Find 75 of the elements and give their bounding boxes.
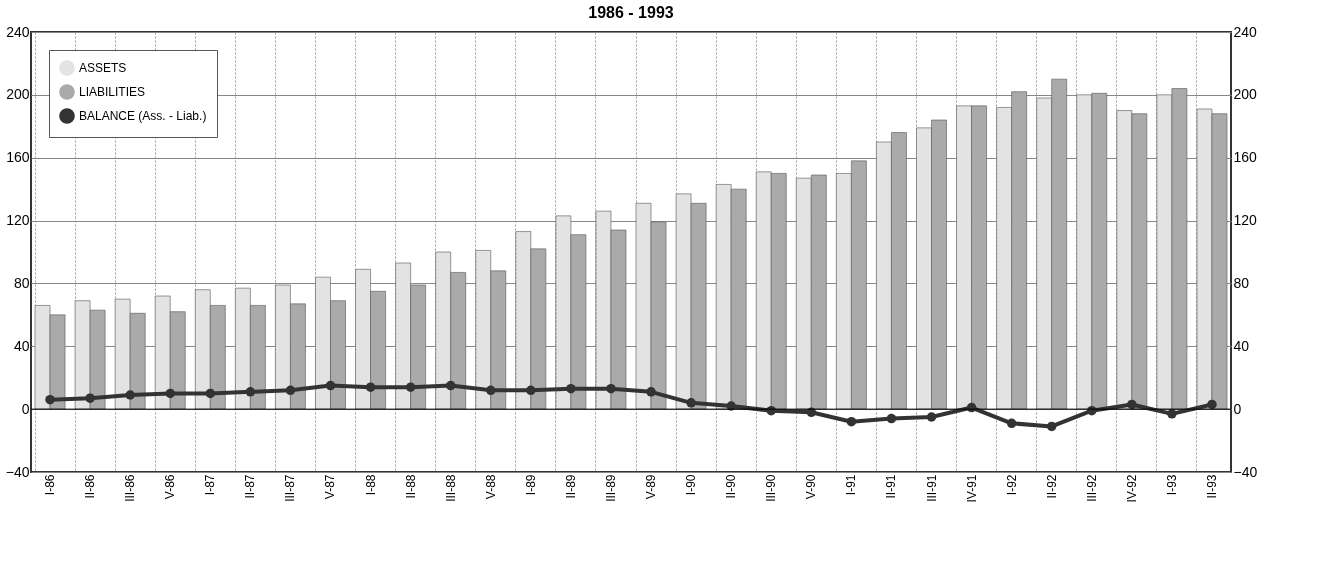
- point: [285, 385, 296, 396]
- x-tick-label: II-92: [1044, 474, 1059, 499]
- x-tick-label: II-93: [1204, 474, 1219, 499]
- x-tick-label: III-90: [764, 474, 779, 502]
- x-tick-label: I-92: [1004, 474, 1019, 496]
- y-tick-label: 120: [6, 212, 30, 229]
- x-tick-label: III-92: [1084, 474, 1099, 502]
- point: [846, 416, 857, 427]
- x-tick-label: III-89: [603, 474, 618, 502]
- y2-tick-label: 160: [1233, 149, 1258, 166]
- x-tick-label: III-87: [283, 474, 298, 502]
- y-tick-label: 160: [6, 149, 30, 166]
- point: [445, 380, 456, 391]
- x-tick-label: II-86: [83, 474, 98, 499]
- point: [85, 393, 95, 403]
- x-tick-label: I-88: [363, 474, 378, 496]
- x-tick-label: I-87: [203, 474, 218, 496]
- point: [606, 383, 616, 394]
- point: [245, 387, 256, 397]
- x-tick-label: I-93: [1164, 474, 1179, 496]
- x-tick-label: IV-91: [964, 474, 979, 503]
- legend-label: BALANCE (Ass. - Liab.): [79, 109, 207, 123]
- chart-title: 1986 - 1993: [588, 4, 674, 21]
- point: [1207, 399, 1217, 410]
- y-tick-label: −40: [5, 463, 30, 480]
- point: [45, 394, 55, 405]
- x-tick-label: III-91: [924, 474, 939, 502]
- y2-tick-label: 80: [1233, 274, 1250, 291]
- y2-tick-label: 0: [1233, 400, 1242, 417]
- x-tick-label: V-90: [804, 474, 819, 500]
- legend-label: ASSETS: [79, 61, 127, 75]
- point: [1006, 418, 1017, 429]
- point: [926, 412, 937, 422]
- x-tick-label: II-88: [403, 474, 418, 499]
- point: [646, 387, 656, 397]
- point: [1046, 421, 1057, 432]
- point: [486, 385, 496, 396]
- x-tick-label: IV-92: [1124, 474, 1139, 503]
- x-tick-label: I-91: [844, 474, 859, 496]
- y-tick-label: 240: [6, 23, 30, 40]
- y2-tick-label: 200: [1233, 86, 1258, 103]
- point: [125, 390, 135, 400]
- legend-label: LIABILITIES: [79, 85, 146, 99]
- x-tick-label: II-90: [724, 474, 739, 499]
- x-tick-label: I-86: [43, 474, 58, 496]
- y2-tick-label: 120: [1233, 212, 1258, 229]
- y2-tick-label: 40: [1233, 337, 1250, 354]
- point: [325, 380, 336, 391]
- x-tick-label: I-90: [684, 474, 699, 496]
- point: [165, 388, 175, 399]
- x-tick-label: V-89: [644, 474, 659, 500]
- point: [365, 382, 376, 392]
- point: [526, 385, 536, 396]
- x-tick-label: II-89: [563, 474, 578, 499]
- y2-tick-label: −40: [1233, 463, 1258, 480]
- x-tick-label: V-88: [483, 474, 498, 500]
- y-tick-label: 40: [13, 337, 30, 354]
- point: [686, 398, 696, 408]
- point: [405, 382, 416, 392]
- y-tick-label: 80: [13, 274, 30, 291]
- point: [205, 388, 216, 399]
- point: [566, 383, 576, 394]
- y-tick-label: 200: [6, 86, 30, 103]
- point: [1167, 409, 1177, 419]
- y-tick-label: 0: [21, 400, 30, 417]
- x-tick-label: III-86: [123, 474, 138, 502]
- point: [886, 413, 897, 424]
- x-tick-label: III-88: [443, 474, 458, 502]
- y2-tick-label: 240: [1233, 23, 1258, 40]
- x-tick-label: II-87: [243, 474, 258, 499]
- point: [1127, 399, 1137, 410]
- x-tick-label: I-89: [523, 474, 538, 496]
- x-tick-label: II-91: [884, 474, 899, 499]
- x-tick-label: V-86: [163, 474, 178, 500]
- x-tick-label: V-87: [323, 474, 338, 500]
